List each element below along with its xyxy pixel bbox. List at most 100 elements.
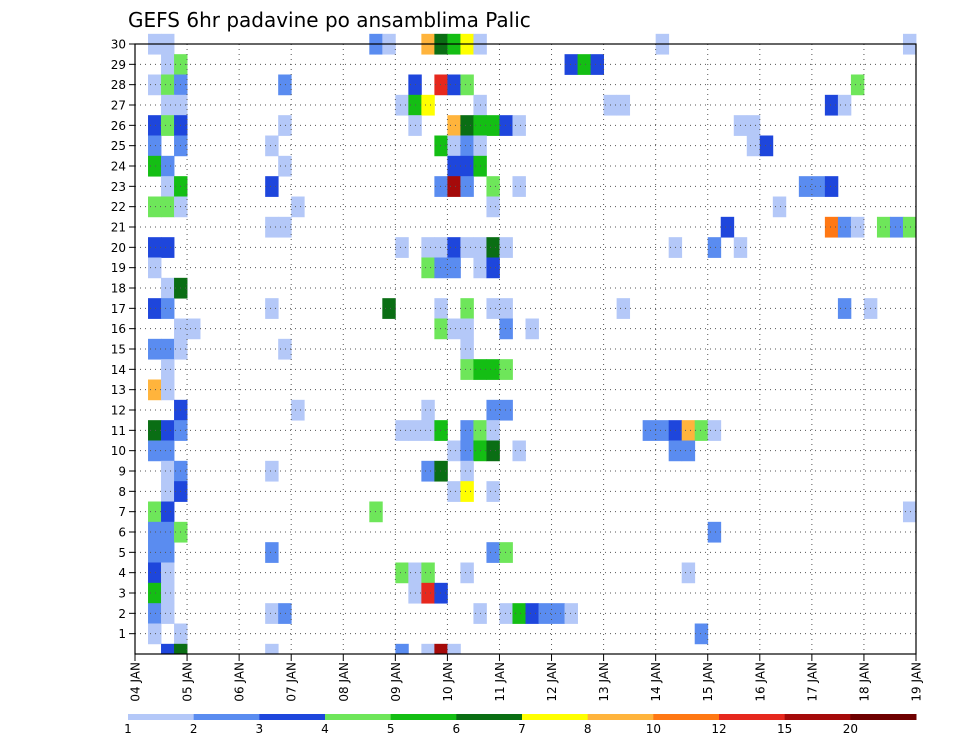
heatmap-cell — [499, 115, 513, 136]
heatmap-cell — [486, 298, 500, 319]
y-tick-label: 6 — [118, 526, 126, 540]
heatmap-cell — [811, 176, 826, 197]
heatmap-cell — [161, 277, 175, 299]
heatmap-cell — [161, 582, 175, 604]
y-tick-label: 22 — [111, 200, 126, 214]
colorbar-label: 5 — [387, 722, 395, 736]
colorbar-label: 7 — [518, 722, 526, 736]
heatmap-cell — [447, 74, 461, 96]
heatmap-cell — [759, 135, 774, 157]
y-tick-label: 25 — [111, 139, 126, 153]
x-tick-label: 17 JAN — [805, 662, 819, 702]
x-tick-label: 07 JAN — [285, 662, 299, 702]
heatmap-cell — [486, 257, 500, 279]
heatmap-cell — [161, 237, 175, 258]
x-tick-label: 08 JAN — [337, 662, 351, 702]
colorbar-label: 15 — [777, 722, 792, 736]
colorbar-swatch — [456, 714, 523, 720]
heatmap-cell — [460, 176, 474, 197]
heatmap-cell — [564, 603, 578, 624]
heatmap-cell — [512, 440, 526, 462]
heatmap-cell — [681, 420, 696, 441]
heatmap-cell — [681, 440, 696, 462]
colorbar-label: 12 — [711, 722, 726, 736]
heatmap-cell — [447, 257, 461, 279]
x-tick-label: 13 JAN — [597, 662, 611, 702]
y-tick-label: 3 — [118, 587, 126, 601]
y-tick-label: 7 — [118, 505, 126, 519]
colorbar-label: 20 — [843, 722, 858, 736]
heatmap-cell — [421, 399, 435, 421]
heatmap-cell — [434, 460, 448, 482]
heatmap-cell — [148, 582, 162, 604]
x-tick-label: 09 JAN — [389, 662, 403, 702]
x-tick-label: 19 JAN — [910, 662, 924, 702]
heatmap-cell — [148, 379, 162, 401]
colorbar-swatch — [784, 714, 851, 720]
heatmap-cell — [616, 298, 631, 319]
heatmap-cell — [551, 603, 565, 624]
heatmap-cell — [421, 237, 435, 258]
y-tick-label: 21 — [111, 221, 126, 235]
heatmap-cell — [486, 237, 500, 258]
heatmap-cell — [486, 359, 500, 380]
heatmap-cell — [642, 420, 657, 441]
colorbar-swatch — [719, 714, 786, 720]
heatmap-cell — [148, 115, 162, 136]
heatmap-cell — [265, 216, 279, 238]
colorbar-label: 10 — [646, 722, 661, 736]
heatmap-cell — [564, 54, 578, 75]
heatmap-cell — [460, 115, 474, 136]
heatmap-cell — [434, 257, 448, 279]
heatmap-cell — [577, 54, 591, 75]
heatmap-cell — [902, 501, 917, 523]
y-tick-label: 19 — [111, 261, 126, 275]
heatmap-cell — [174, 643, 188, 655]
y-tick-label: 29 — [111, 58, 126, 72]
y-tick-label: 2 — [118, 607, 126, 621]
heatmap-cell — [161, 338, 175, 360]
heatmap-cell — [161, 643, 175, 655]
y-tick-label: 4 — [118, 566, 126, 580]
heatmap-cell — [278, 74, 292, 96]
y-tick-label: 15 — [111, 343, 126, 357]
heatmap-cell — [265, 135, 279, 157]
y-tick-label: 16 — [111, 322, 126, 336]
heatmap-cell — [421, 643, 435, 655]
heatmap-cell — [161, 359, 175, 380]
colorbar-label: 4 — [321, 722, 329, 736]
heatmap-cell — [161, 94, 175, 116]
heatmap-cell — [460, 440, 474, 462]
heatmap-cell — [824, 176, 839, 197]
heatmap-cell — [876, 216, 891, 238]
heatmap-cell — [265, 460, 279, 482]
x-tick-label: 04 JAN — [129, 662, 143, 702]
heatmap-cell — [161, 176, 175, 197]
y-tick-label: 9 — [118, 465, 126, 479]
heatmap-cell — [382, 298, 396, 319]
y-tick-label: 11 — [111, 424, 126, 438]
heatmap-cell — [291, 196, 305, 218]
heatmap-cell — [707, 237, 722, 258]
heatmap-cell — [265, 176, 279, 197]
colorbar-swatch — [850, 714, 917, 720]
heatmap-cell — [278, 338, 292, 360]
x-tick-label: 11 JAN — [493, 662, 507, 702]
heatmap-cell — [486, 196, 500, 218]
x-tick-label: 05 JAN — [181, 662, 195, 702]
heatmap-cell — [889, 216, 904, 238]
x-axis: 04 JAN 05 JAN 06 JAN 07 JAN 08 JAN 09 JAN 10 J… — [129, 654, 924, 702]
heatmap-cell — [460, 420, 474, 441]
y-tick-label: 23 — [111, 180, 126, 194]
heatmap-cell — [837, 216, 852, 238]
heatmap-cell — [525, 318, 539, 340]
colorbar-label: 2 — [190, 722, 198, 736]
heatmap-cell — [460, 74, 474, 96]
heatmap-cell — [707, 521, 722, 543]
y-tick-label: 18 — [111, 282, 126, 296]
y-tick-label: 24 — [111, 160, 126, 174]
heatmap-cell — [512, 115, 526, 136]
heatmap-cell — [447, 155, 461, 177]
heatmap-cell — [161, 603, 175, 624]
y-axis: 1234567891011121314151617181920212223242… — [111, 38, 135, 641]
